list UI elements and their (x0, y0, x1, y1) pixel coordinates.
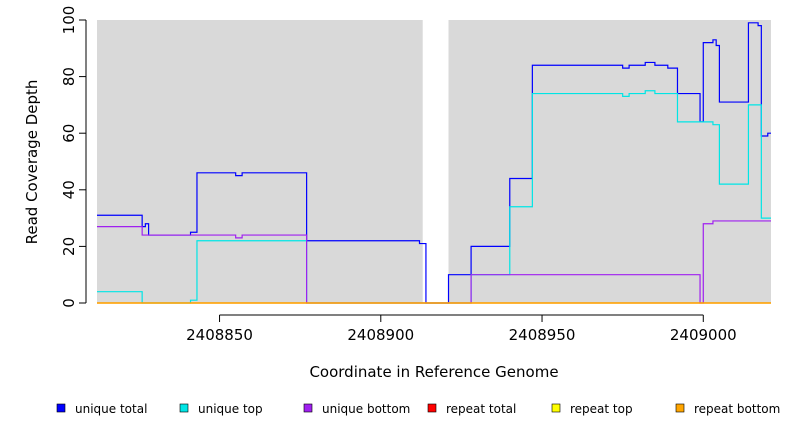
series-line-unique-total (97, 22, 771, 304)
x-axis-title: Coordinate in Reference Genome (309, 363, 558, 381)
x-tick-label: 2409000 (670, 326, 737, 344)
legend-swatch-unique-top (179, 403, 189, 413)
legend-label-repeat-bottom: repeat bottom (694, 402, 780, 416)
legend-label-unique-top: unique top (198, 402, 263, 416)
x-tick-label: 2408900 (347, 326, 414, 344)
x-tick-label: 2408850 (186, 326, 253, 344)
x-tick-label: 2408950 (509, 326, 576, 344)
plot-background (97, 20, 771, 303)
y-tick-label: 20 (60, 237, 78, 256)
legend-swatch-repeat-bottom (675, 403, 685, 413)
legend-swatch-unique-bottom (303, 403, 313, 413)
legend-label-repeat-total: repeat total (446, 402, 516, 416)
legend-label-repeat-top: repeat top (570, 402, 633, 416)
shaded-region-0 (97, 20, 423, 303)
axes: 2408850 2408900 2408950 2409000 0 20 40 60 80 100 (60, 6, 737, 344)
y-tick-label: 40 (60, 180, 78, 199)
shaded-region-1 (448, 20, 771, 303)
legend-label-unique-bottom: unique bottom (322, 402, 410, 416)
legend-swatch-repeat-total (427, 403, 437, 413)
legend-swatch-unique-total (56, 403, 66, 413)
legend-swatch-repeat-top (551, 403, 561, 413)
y-tick-label: 60 (60, 124, 78, 143)
legend-label-unique-total: unique total (75, 402, 147, 416)
legend: unique total unique top unique bottom repea… (56, 402, 780, 416)
y-tick-label: 0 (60, 298, 78, 308)
y-tick-label: 100 (60, 6, 78, 35)
y-axis-title: Read Coverage Depth (23, 80, 41, 245)
y-tick-label: 80 (60, 67, 78, 86)
series-group (97, 22, 771, 304)
series-line-unique-top (97, 90, 771, 304)
